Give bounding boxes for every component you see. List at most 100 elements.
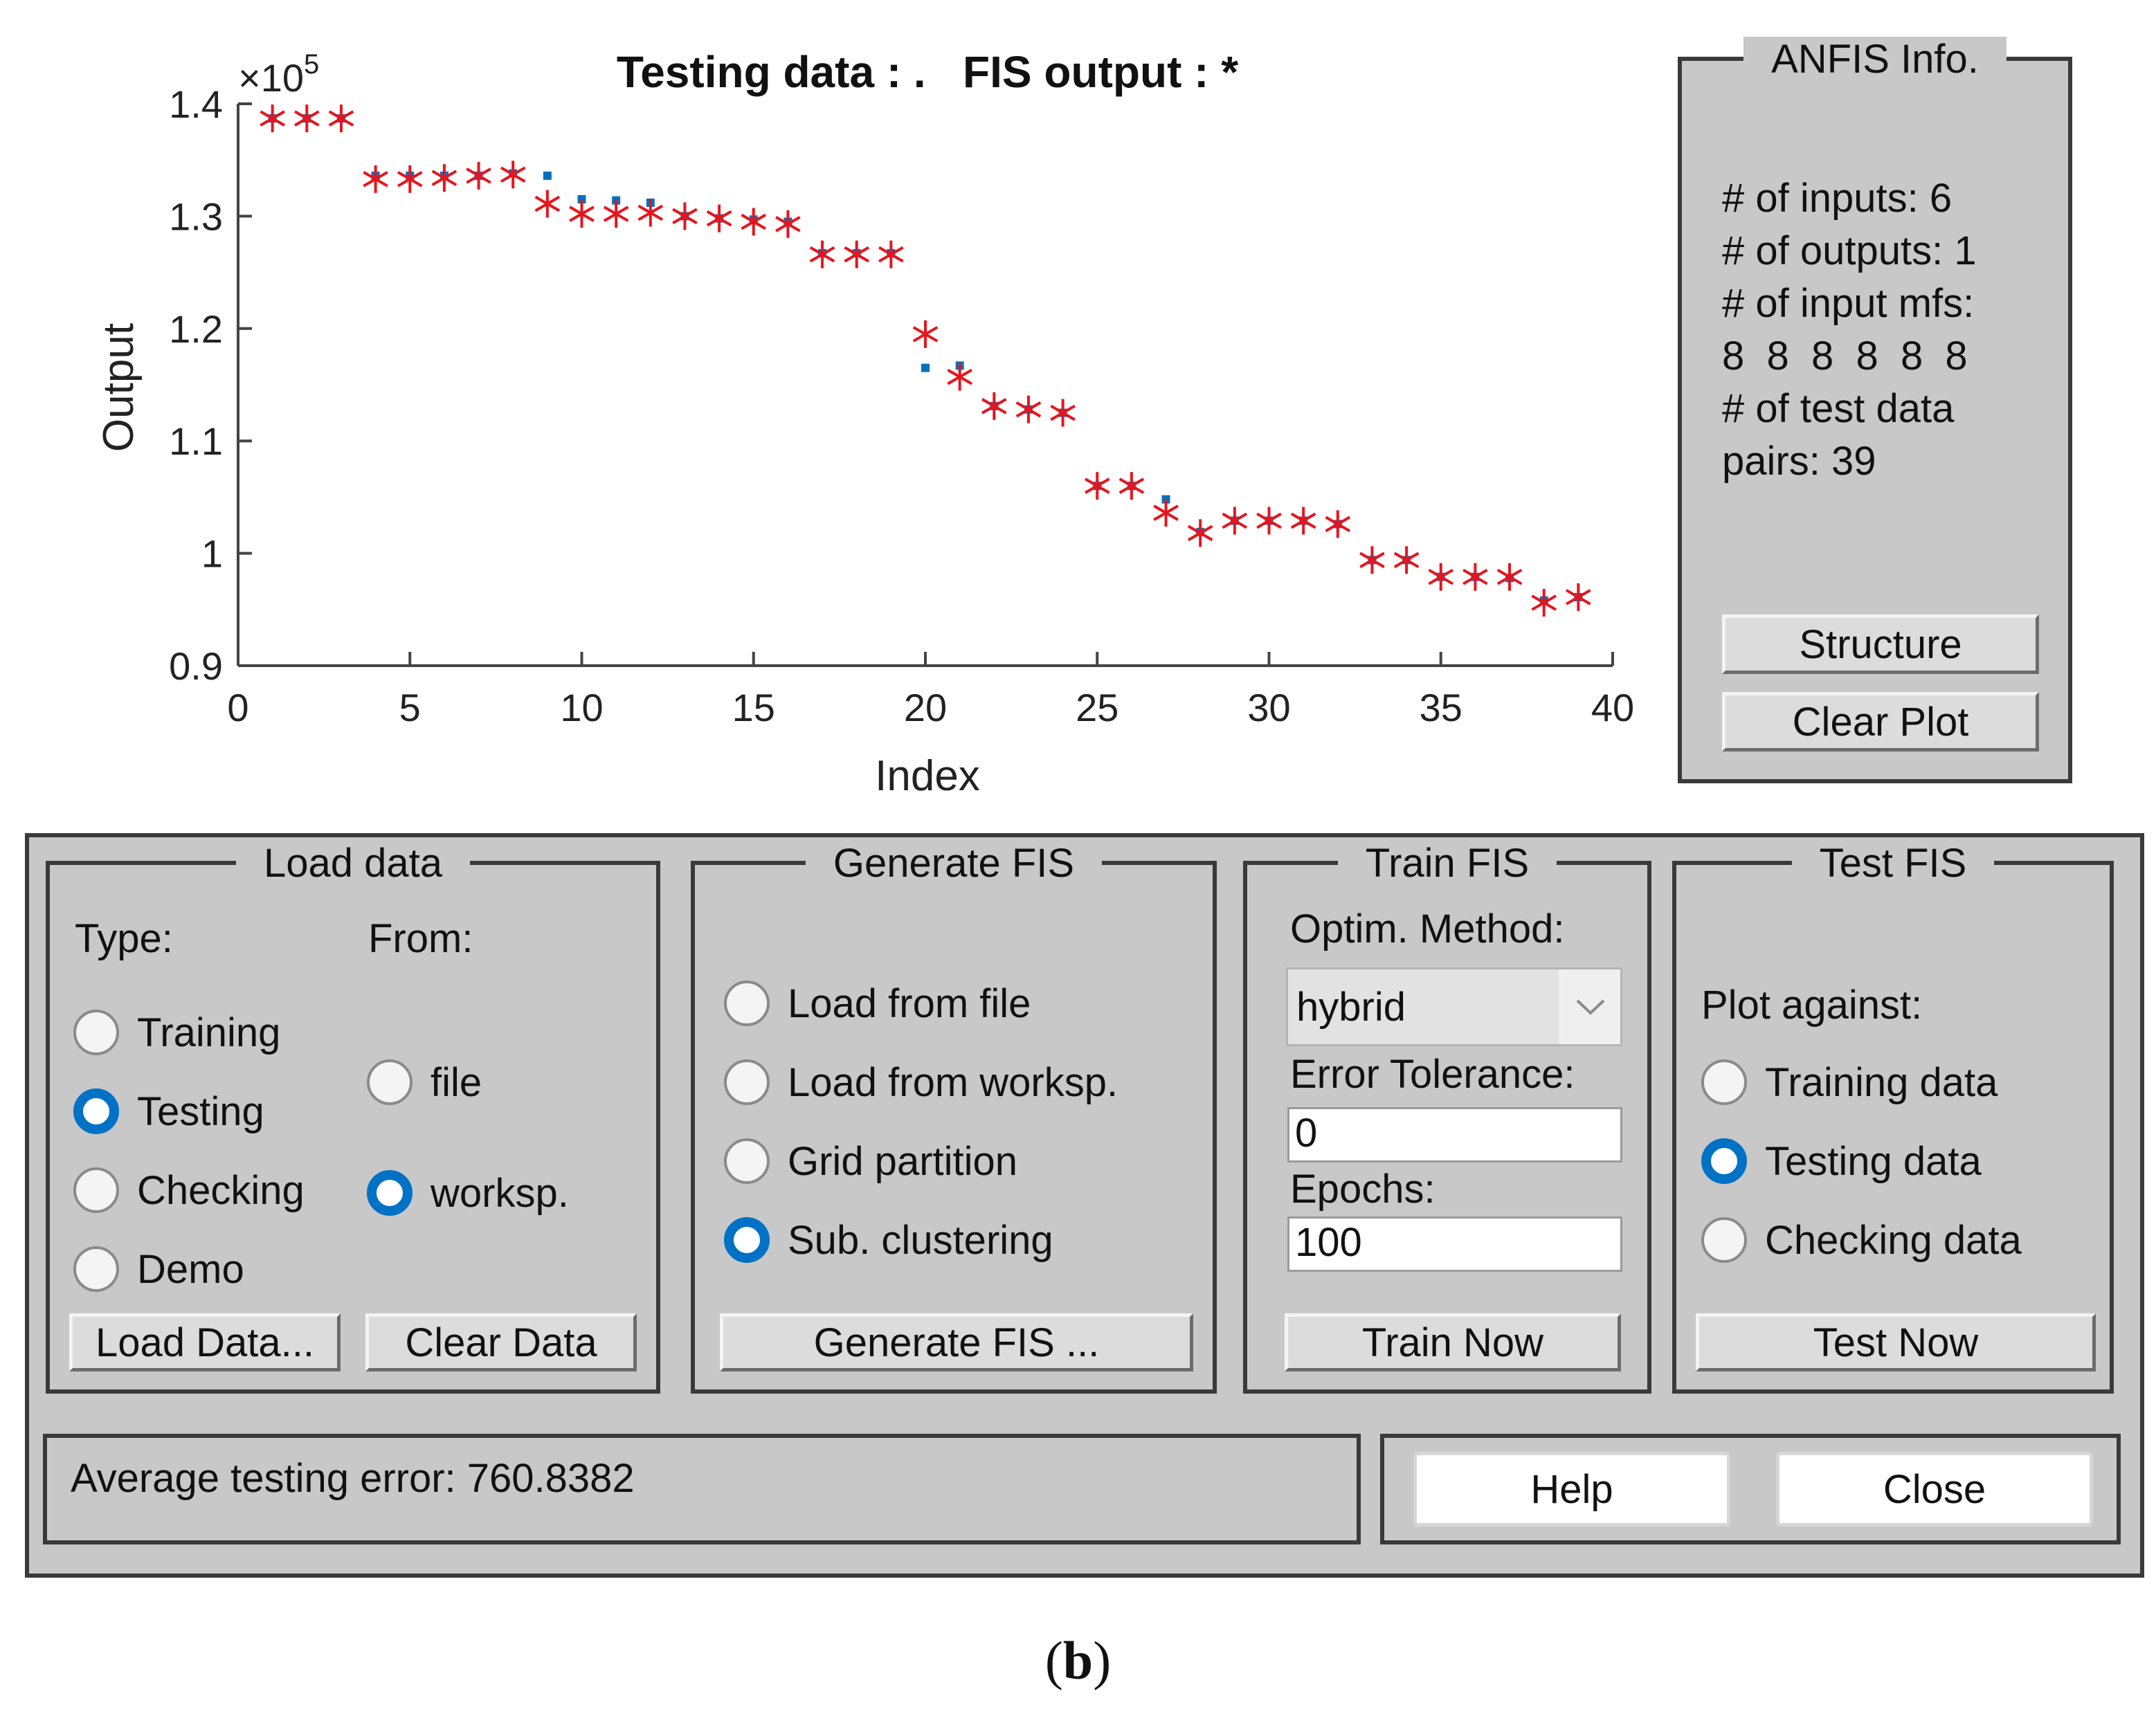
clear-plot-button[interactable]: Clear Plot bbox=[1722, 692, 2039, 751]
radio-label: file bbox=[431, 1059, 482, 1105]
anfis-info-title: ANFIS Info. bbox=[1682, 37, 2068, 82]
test-now-button[interactable]: Test Now bbox=[1696, 1313, 2096, 1371]
anfis-info-panel: ANFIS Info. # of inputs: 6 # of outputs:… bbox=[1678, 37, 2072, 783]
fis-output-point bbox=[260, 104, 285, 133]
radio-grid-partition[interactable]: Grid partition bbox=[724, 1135, 1017, 1187]
generate-fis-button[interactable]: Generate FIS ... bbox=[720, 1313, 1193, 1371]
epochs-field[interactable]: 100 bbox=[1287, 1216, 1622, 1272]
fis-output-point bbox=[534, 190, 561, 218]
x-tick-labels: 0 5 10 15 20 25 30 35 40 bbox=[227, 686, 1634, 729]
fis-output-point bbox=[1428, 563, 1454, 591]
radio-circle[interactable] bbox=[73, 1167, 119, 1213]
testing-data-point bbox=[921, 363, 930, 372]
fis-output-point bbox=[1153, 499, 1179, 527]
radio-sub-clustering[interactable]: Sub. clustering bbox=[724, 1214, 1053, 1266]
fis-output-point bbox=[1531, 589, 1557, 617]
radio-circle[interactable] bbox=[1701, 1217, 1747, 1263]
error-tolerance-field[interactable]: 0 bbox=[1287, 1107, 1622, 1163]
radio-checking-data[interactable]: Checking data bbox=[1701, 1214, 2022, 1266]
fis-output-point bbox=[1187, 519, 1213, 547]
radio-circle-selected[interactable] bbox=[724, 1217, 770, 1263]
output-plot: 0 5 10 15 20 25 30 35 40 0.9 1 1.1 1.2 1.3 1.4 Testin… bbox=[95, 47, 1634, 800]
radio-type-demo[interactable]: Demo bbox=[73, 1243, 244, 1295]
fis-output-point bbox=[500, 161, 526, 189]
radio-circle[interactable] bbox=[1701, 1059, 1747, 1105]
fis-output-point bbox=[637, 199, 664, 227]
train-now-button[interactable]: Train Now bbox=[1285, 1313, 1621, 1371]
fis-output-point bbox=[1290, 507, 1316, 535]
info-line-test-data: # of test data bbox=[1722, 386, 1955, 431]
radio-label: Training bbox=[137, 1010, 281, 1055]
optim-method-label: Optim. Method: bbox=[1290, 906, 1565, 951]
train-fis-group: Train FIS Optim. Method: hybrid Error To… bbox=[1243, 841, 1651, 1394]
structure-button[interactable]: Structure bbox=[1722, 614, 2039, 674]
radio-label: Grid partition bbox=[788, 1138, 1018, 1184]
fis-output-point bbox=[741, 208, 767, 236]
fis-output-point bbox=[947, 363, 972, 391]
radio-type-checking[interactable]: Checking bbox=[73, 1164, 305, 1216]
info-line-input-mfs: # of input mfs: bbox=[1722, 281, 1975, 326]
fis-output-point bbox=[1566, 583, 1591, 611]
y-tick-label: 1 bbox=[201, 532, 223, 576]
y-tick-label: 0.9 bbox=[169, 644, 223, 688]
fis-output-point bbox=[293, 104, 320, 133]
x-tick-label: 35 bbox=[1420, 686, 1462, 729]
fis-output-point bbox=[1393, 546, 1420, 574]
y-tick-label: 1.3 bbox=[169, 194, 223, 238]
testing-data-point bbox=[543, 171, 552, 180]
x-tick-label: 40 bbox=[1591, 686, 1634, 729]
clear-data-button[interactable]: Clear Data bbox=[365, 1313, 637, 1371]
caption-letter: b bbox=[1062, 1630, 1094, 1690]
x-axis-label: Index bbox=[875, 752, 980, 800]
optim-method-value: hybrid bbox=[1296, 984, 1406, 1030]
fis-output-point bbox=[569, 200, 595, 228]
generate-fis-title: Generate FIS bbox=[695, 841, 1213, 886]
y-axis-label: Output bbox=[95, 323, 143, 452]
radio-type-training[interactable]: Training bbox=[73, 1006, 280, 1059]
help-button[interactable]: Help bbox=[1413, 1452, 1730, 1526]
fis-output-point bbox=[1015, 395, 1042, 423]
chevron-down-icon[interactable] bbox=[1559, 969, 1620, 1044]
y-exponent-label: ×105 bbox=[238, 49, 319, 100]
radio-training-data[interactable]: Training data bbox=[1701, 1056, 1998, 1109]
load-data-title: Load data bbox=[50, 841, 656, 886]
fis-output-point bbox=[363, 165, 388, 193]
radio-circle-selected[interactable] bbox=[1701, 1138, 1747, 1184]
radio-circle[interactable] bbox=[73, 1246, 119, 1292]
x-tick-label: 30 bbox=[1247, 686, 1290, 729]
radio-testing-data[interactable]: Testing data bbox=[1701, 1135, 1982, 1187]
fis-output-point bbox=[1359, 546, 1385, 574]
radio-load-from-worksp[interactable]: Load from worksp. bbox=[724, 1056, 1118, 1109]
optim-method-dropdown[interactable]: hybrid bbox=[1286, 967, 1622, 1046]
radio-circle-selected[interactable] bbox=[367, 1170, 413, 1216]
radio-load-from-file[interactable]: Load from file bbox=[724, 977, 1031, 1030]
radio-type-testing[interactable]: Testing bbox=[73, 1085, 264, 1138]
radio-label: Sub. clustering bbox=[788, 1217, 1053, 1263]
radio-from-worksp[interactable]: worksp. bbox=[367, 1167, 569, 1219]
plot-against-label: Plot against: bbox=[1701, 983, 1923, 1028]
caption-open: ( bbox=[1044, 1630, 1063, 1690]
fis-output-point bbox=[1118, 472, 1145, 500]
fis-output-point bbox=[672, 202, 698, 230]
radio-circle[interactable] bbox=[724, 981, 770, 1026]
load-data-group: Load data Type: From: Training Testing C… bbox=[46, 841, 660, 1394]
y-tick-labels: 0.9 1 1.1 1.2 1.3 1.4 bbox=[169, 82, 223, 688]
radio-label: Training data bbox=[1765, 1059, 1998, 1105]
load-data-button[interactable]: Load Data... bbox=[69, 1313, 341, 1371]
close-button[interactable]: Close bbox=[1776, 1452, 2093, 1526]
radio-circle[interactable] bbox=[724, 1059, 770, 1105]
radio-circle[interactable] bbox=[724, 1138, 770, 1184]
fis-output-point bbox=[328, 104, 354, 133]
fis-output-point bbox=[1325, 510, 1351, 538]
radio-circle[interactable] bbox=[73, 1010, 119, 1055]
test-fis-group: Test FIS Plot against: Training data Tes… bbox=[1672, 841, 2114, 1394]
figure-caption: (b) bbox=[0, 1630, 2156, 1692]
plot-title: Testing data : . FIS output : * bbox=[617, 47, 1238, 97]
info-line-outputs: # of outputs: 1 bbox=[1722, 228, 1977, 273]
radio-circle[interactable] bbox=[367, 1059, 413, 1105]
info-line-inputs: # of inputs: 6 bbox=[1722, 176, 1953, 221]
caption-close: ) bbox=[1093, 1630, 1112, 1690]
fis-output-point bbox=[397, 165, 423, 193]
radio-from-file[interactable]: file bbox=[367, 1056, 482, 1109]
radio-circle-selected[interactable] bbox=[73, 1088, 119, 1134]
